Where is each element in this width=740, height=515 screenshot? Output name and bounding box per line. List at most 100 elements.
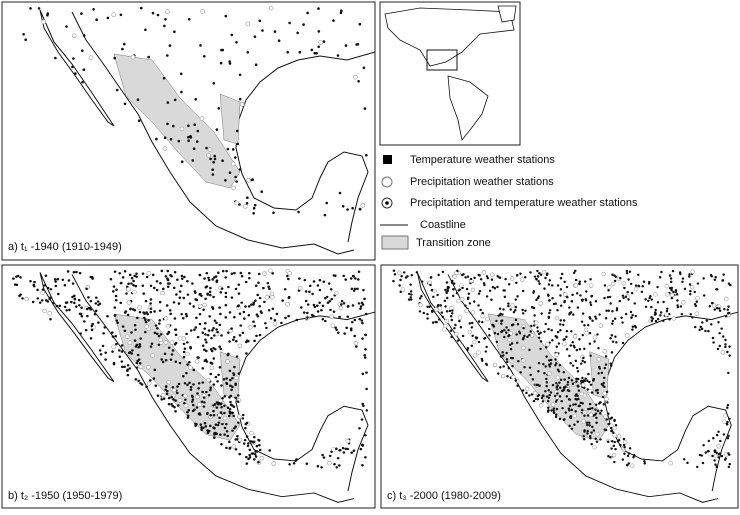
- station: [500, 322, 503, 325]
- station: [186, 341, 189, 344]
- station: [504, 331, 508, 334]
- station: [147, 319, 150, 322]
- station: [238, 168, 242, 171]
- station: [75, 305, 78, 308]
- station: [521, 289, 525, 293]
- station: [328, 454, 332, 458]
- station: [230, 296, 234, 299]
- station: [583, 414, 586, 418]
- station: [269, 317, 273, 320]
- station: [711, 454, 714, 458]
- station: [358, 317, 362, 321]
- station: [183, 382, 187, 385]
- station: [41, 19, 47, 25]
- station: [688, 273, 691, 276]
- station: [470, 326, 474, 329]
- station: [725, 423, 729, 426]
- station: [570, 379, 574, 382]
- station: [589, 437, 592, 440]
- station: [563, 299, 567, 303]
- station: [80, 12, 83, 15]
- station: [481, 311, 484, 315]
- station: [350, 451, 354, 454]
- station: [178, 296, 182, 300]
- station: [434, 320, 437, 324]
- station: [317, 45, 321, 49]
- station: [467, 292, 471, 295]
- station: [182, 342, 186, 346]
- station: [192, 147, 196, 150]
- station: [253, 435, 256, 439]
- station: [169, 358, 173, 361]
- station: [568, 424, 571, 428]
- station: [141, 284, 145, 287]
- station: [241, 413, 245, 417]
- station: [548, 359, 551, 362]
- station: [726, 436, 730, 440]
- station: [594, 408, 597, 411]
- station: [554, 315, 560, 321]
- station: [561, 323, 565, 327]
- station: [231, 429, 234, 432]
- station: [588, 315, 591, 319]
- station: [254, 63, 258, 66]
- station: [187, 139, 190, 142]
- station: [236, 305, 240, 308]
- station: [219, 411, 223, 414]
- station: [330, 323, 336, 328]
- station: [342, 274, 346, 278]
- station: [722, 419, 727, 424]
- station: [625, 269, 629, 273]
- station: [365, 153, 368, 157]
- station: [267, 285, 271, 288]
- station: [452, 294, 455, 298]
- station: [240, 274, 244, 278]
- station: [245, 202, 249, 205]
- station: [94, 309, 98, 313]
- station: [84, 328, 88, 332]
- station: [31, 300, 35, 304]
- station: [243, 438, 247, 442]
- station: [251, 452, 255, 455]
- station: [592, 445, 597, 450]
- station: [516, 384, 519, 387]
- station: [155, 280, 159, 283]
- station: [266, 281, 270, 285]
- station: [582, 356, 585, 360]
- station: [168, 44, 172, 47]
- station: [507, 282, 511, 286]
- station: [125, 292, 128, 295]
- station: [445, 296, 449, 300]
- station: [464, 308, 469, 313]
- station: [191, 398, 195, 401]
- station: [24, 38, 28, 41]
- station: [360, 301, 364, 305]
- station: [479, 277, 483, 281]
- station: [135, 366, 139, 369]
- station: [283, 288, 287, 291]
- station: [159, 282, 162, 285]
- station: [432, 288, 437, 294]
- station: [559, 304, 563, 307]
- station: [188, 365, 193, 370]
- station: [118, 355, 122, 358]
- station: [89, 308, 92, 311]
- station: [228, 328, 233, 334]
- station: [576, 385, 580, 388]
- station: [584, 327, 589, 332]
- station: [592, 429, 596, 432]
- station: [317, 7, 320, 10]
- station: [471, 334, 474, 338]
- station: [508, 343, 512, 347]
- station: [397, 270, 402, 275]
- station: [515, 274, 519, 277]
- station: [615, 341, 618, 344]
- station: [448, 309, 452, 313]
- station: [296, 31, 300, 35]
- station: [172, 301, 176, 304]
- station: [589, 354, 592, 357]
- station: [356, 287, 359, 291]
- station: [683, 287, 687, 291]
- station: [578, 347, 582, 351]
- station: [611, 319, 615, 323]
